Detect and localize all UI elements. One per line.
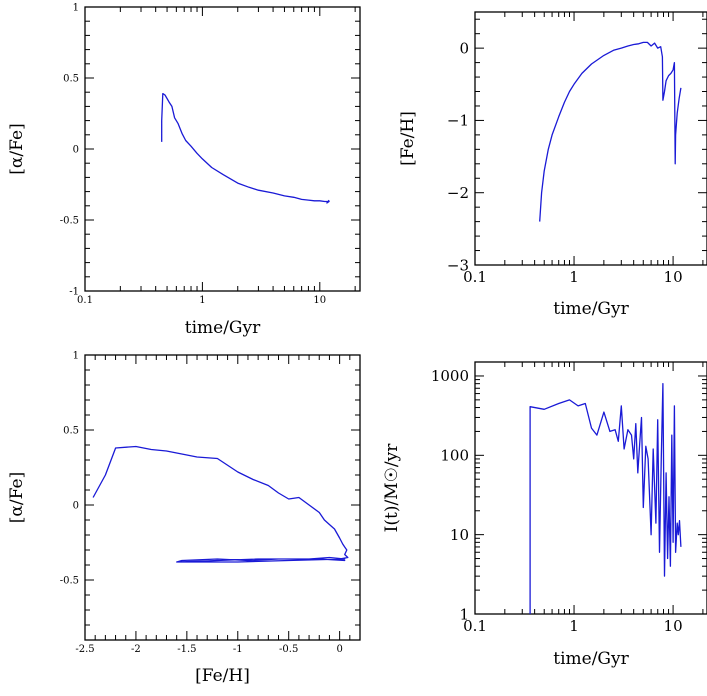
series-line-0 xyxy=(161,92,330,204)
series-line-0 xyxy=(92,445,349,563)
y-tick-label: −2 xyxy=(447,184,469,202)
y-tick-label: -1 xyxy=(69,287,79,298)
y-tick-label: 0.5 xyxy=(63,426,79,437)
x-tick-label: 0.1 xyxy=(77,295,93,306)
plot-frame xyxy=(84,354,361,641)
x-tick-label: 1 xyxy=(569,617,579,635)
y-axis-label: I(t)/M☉/yr xyxy=(382,443,402,533)
y-tick-label: −1 xyxy=(447,112,469,130)
x-tick-label: 10 xyxy=(664,268,683,286)
y-tick-label: -0.5 xyxy=(60,216,79,227)
y-tick-label: 100 xyxy=(440,447,469,465)
x-tick-label: -2.5 xyxy=(75,644,94,655)
y-tick-label: 10 xyxy=(450,526,469,544)
y-tick-label: 0.5 xyxy=(63,74,79,85)
chart-panel-alpha-feh: -2.5 -2 -1.5 -1 -0.5 0 -0.5 0 0.5 1 [Fe/H] [α/Fe] xyxy=(7,351,361,686)
chart-panel-alpha-time: 0.1 1 10 -1 -0.5 0 0.5 1 time/Gyr [α/Fe] xyxy=(7,3,361,338)
y-axis-label: [α/Fe] xyxy=(7,123,27,174)
x-tick-label: -1 xyxy=(233,644,243,655)
y-tick-label: 0 xyxy=(459,39,469,57)
y-tick-label: 0 xyxy=(73,145,79,156)
x-axis-label: time/Gyr xyxy=(185,318,261,338)
series-line-0 xyxy=(529,383,682,614)
y-tick-label: 1000 xyxy=(431,367,469,385)
y-axis-label: [Fe/H] xyxy=(398,111,418,166)
x-tick-label: 10 xyxy=(313,295,326,306)
x-axis-label: time/Gyr xyxy=(553,299,629,319)
plot-frame xyxy=(474,11,707,266)
x-axis-label: [Fe/H] xyxy=(195,666,250,686)
y-tick-label: 0 xyxy=(73,501,79,512)
y-axis-label: [α/Fe] xyxy=(7,472,27,523)
y-tick-label: -0.5 xyxy=(60,576,79,587)
plot-frame xyxy=(474,361,707,615)
y-tick-label: 1 xyxy=(73,3,79,14)
y-tick-label: 1 xyxy=(459,605,469,623)
x-tick-label: 1 xyxy=(199,295,205,306)
plot-frame xyxy=(84,6,361,292)
x-tick-label: -2 xyxy=(131,644,141,655)
y-tick-label: 1 xyxy=(73,351,79,362)
y-tick-label: −3 xyxy=(447,256,469,274)
x-tick-label: 0 xyxy=(336,644,342,655)
x-tick-label: -1.5 xyxy=(177,644,196,655)
x-tick-label: -0.5 xyxy=(279,644,298,655)
x-axis-label: time/Gyr xyxy=(553,649,629,669)
x-tick-label: 0.1 xyxy=(463,617,487,635)
x-tick-label: 10 xyxy=(664,617,683,635)
x-tick-label: 1 xyxy=(569,268,579,286)
series-line-0 xyxy=(539,41,682,222)
x-tick-label: 0.1 xyxy=(463,268,487,286)
chart-panel-feh-time: 0.1 1 10 −3 −2 −1 0 time/Gyr [Fe/H] xyxy=(398,11,707,319)
